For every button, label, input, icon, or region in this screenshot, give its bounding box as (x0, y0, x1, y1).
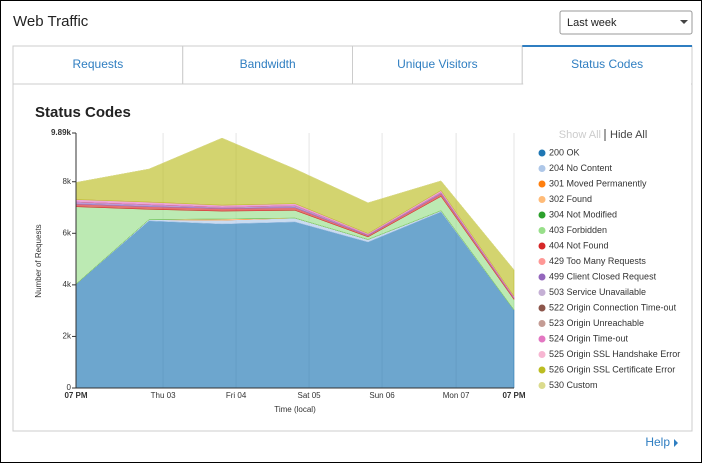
legend-swatch[interactable] (538, 273, 546, 281)
tab[interactable] (352, 45, 523, 85)
legend-label[interactable]: 525 Origin SSL Handshake Error (549, 349, 680, 359)
legend-label[interactable]: 200 OK (549, 147, 580, 157)
chart-title: Status Codes (35, 104, 131, 121)
x-tick-label: 07 PM (64, 391, 87, 400)
legend-swatch[interactable] (538, 320, 546, 327)
hide-all[interactable]: Hide All (610, 129, 647, 141)
dropdown-arrow (680, 20, 688, 24)
legend-label[interactable]: 404 Not Found (549, 240, 609, 250)
legend-swatch[interactable] (538, 227, 546, 234)
legend-swatch[interactable] (538, 366, 546, 374)
legend-label[interactable]: 524 Origin Time-out (549, 333, 629, 343)
legend-swatch[interactable] (538, 211, 546, 219)
tab-label: Status Codes (571, 57, 643, 71)
legend-swatch[interactable] (538, 149, 546, 157)
y-tick-label: 9.89k (51, 128, 72, 137)
x-tick-label: Fri 04 (226, 391, 247, 400)
area (75, 211, 515, 389)
tab[interactable] (521, 45, 693, 85)
legend-label[interactable]: 403 Forbidden (549, 225, 607, 235)
x-tick-label: 07 PM (502, 391, 525, 400)
range-select-value: Last week (567, 17, 617, 29)
help-arrow (674, 439, 678, 447)
legend-swatch[interactable] (538, 196, 546, 203)
y-tick-label: 2k (63, 332, 72, 341)
range-select[interactable] (559, 10, 693, 35)
legend-swatch[interactable] (538, 165, 546, 172)
tab-label: Bandwidth (240, 57, 296, 71)
tab-label: Requests (73, 57, 124, 71)
legend-swatch[interactable] (538, 351, 546, 358)
legend-label[interactable]: 304 Not Modified (549, 209, 617, 219)
x-tick-label: Mon 07 (443, 391, 470, 400)
tab-label: Unique Visitors (397, 57, 477, 71)
x-axis-label: Time (local) (274, 405, 316, 414)
legend-label[interactable]: 526 Origin SSL Certificate Error (549, 364, 675, 374)
legend-label[interactable]: 522 Origin Connection Time-out (549, 302, 677, 312)
help-link[interactable]: Help (645, 435, 670, 449)
y-tick-label: 0 (67, 383, 72, 392)
legend-swatch[interactable] (538, 258, 546, 265)
page-title: Web Traffic (13, 13, 89, 30)
legend-label[interactable]: 302 Found (549, 194, 592, 204)
legend-label[interactable]: 523 Origin Unreachable (549, 318, 644, 328)
show-all[interactable]: Show All (559, 129, 601, 141)
legend-label[interactable]: 530 Custom (549, 380, 598, 390)
x-tick-label: Sat 05 (298, 391, 322, 400)
legend-swatch[interactable] (538, 382, 546, 389)
area (75, 137, 515, 271)
legend-label[interactable]: 503 Service Unavailable (549, 287, 646, 297)
legend-label[interactable]: 301 Moved Permanently (549, 178, 647, 188)
y-tick-label: 4k (63, 280, 72, 289)
y-tick-label: 8k (63, 177, 72, 186)
legend-swatch[interactable] (538, 289, 546, 296)
y-axis-label: Number of Requests (34, 224, 43, 297)
legend-swatch[interactable] (538, 242, 546, 250)
legend-swatch[interactable] (538, 180, 546, 188)
x-tick-label: Thu 03 (151, 391, 176, 400)
legend-label[interactable]: 499 Client Closed Request (549, 271, 657, 281)
x-tick-label: Sun 06 (369, 391, 395, 400)
y-tick-label: 6k (63, 228, 72, 237)
legend-swatch[interactable] (538, 304, 546, 312)
legend-swatch[interactable] (538, 335, 546, 343)
legend-label[interactable]: 429 Too Many Requests (549, 256, 646, 266)
tab-cover (523, 83, 691, 86)
legend-label[interactable]: 204 No Content (549, 163, 613, 173)
